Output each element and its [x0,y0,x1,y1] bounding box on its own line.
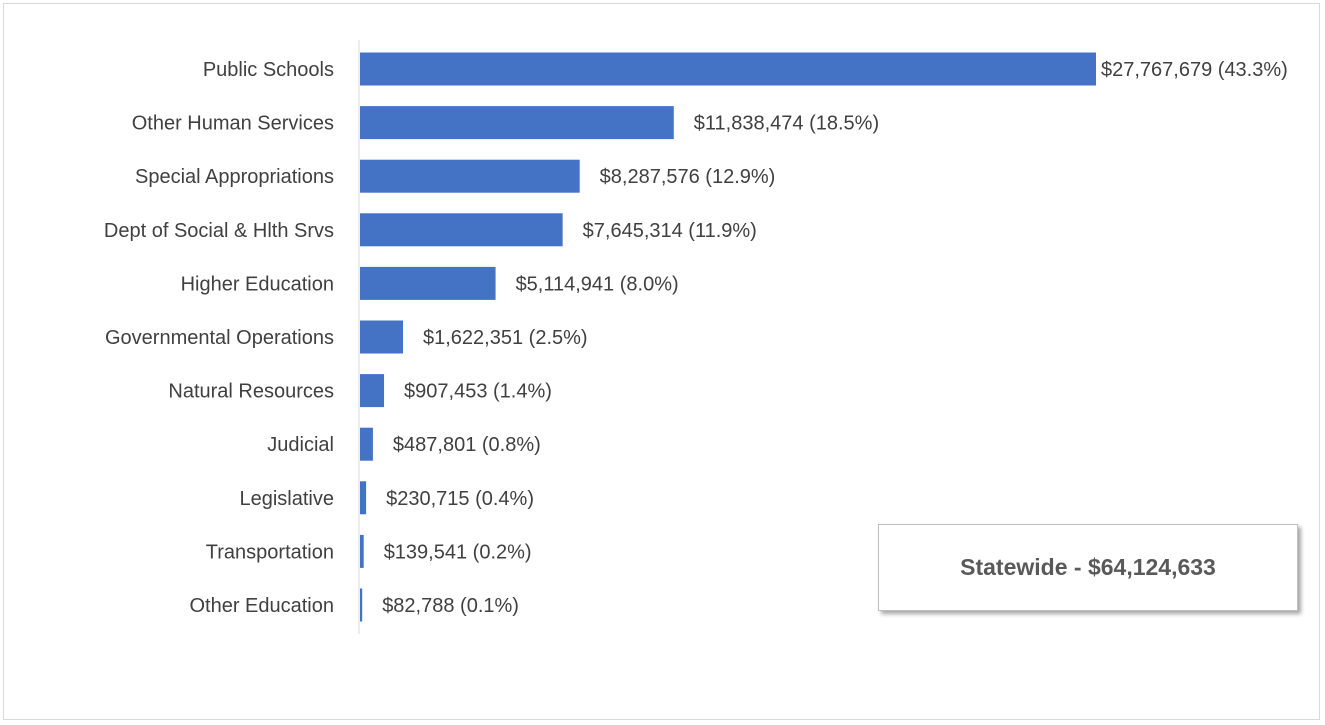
data-label-3: $7,645,314 (11.9%) [583,220,757,242]
data-label-1: $11,838,474 (18.5%) [694,113,879,135]
category-label-10: Other Education [189,595,334,617]
category-label-5: Governmental Operations [105,327,334,349]
data-label-10: $82,788 (0.1%) [382,595,519,617]
bar-0 [360,52,1096,86]
category-label-6: Natural Resources [168,381,334,403]
bar-8 [360,481,367,515]
bar-6 [360,374,385,408]
bar-5 [360,320,404,354]
category-label-3: Dept of Social & Hlth Srvs [104,220,334,242]
data-label-2: $8,287,576 (12.9%) [600,166,776,188]
category-label-9: Transportation [206,541,334,563]
data-label-5: $1,622,351 (2.5%) [423,327,588,349]
bar-1 [360,106,674,140]
category-label-4: Higher Education [181,273,334,295]
data-label-4: $5,114,941 (8.0%) [516,273,679,295]
data-label-6: $907,453 (1.4%) [404,381,552,403]
statewide-total-box: Statewide - $64,124,633 [878,524,1298,611]
data-label-8: $230,715 (0.4%) [386,488,534,510]
category-label-2: Special Appropriations [135,166,334,188]
bar-7 [360,427,373,461]
category-label-7: Judicial [267,434,334,456]
bar-9 [360,534,364,568]
category-label-0: Public Schools [203,59,334,81]
data-label-9: $139,541 (0.2%) [384,541,532,563]
category-label-1: Other Human Services [132,113,334,135]
data-label-0: $27,767,679 (43.3%) [1101,59,1288,81]
bar-3 [360,213,563,247]
bar-2 [360,159,580,193]
category-label-8: Legislative [239,488,334,510]
statewide-total-text: Statewide - $64,124,633 [960,554,1216,580]
data-label-7: $487,801 (0.8%) [393,434,541,456]
bar-10 [360,588,363,622]
bar-4 [360,266,496,300]
